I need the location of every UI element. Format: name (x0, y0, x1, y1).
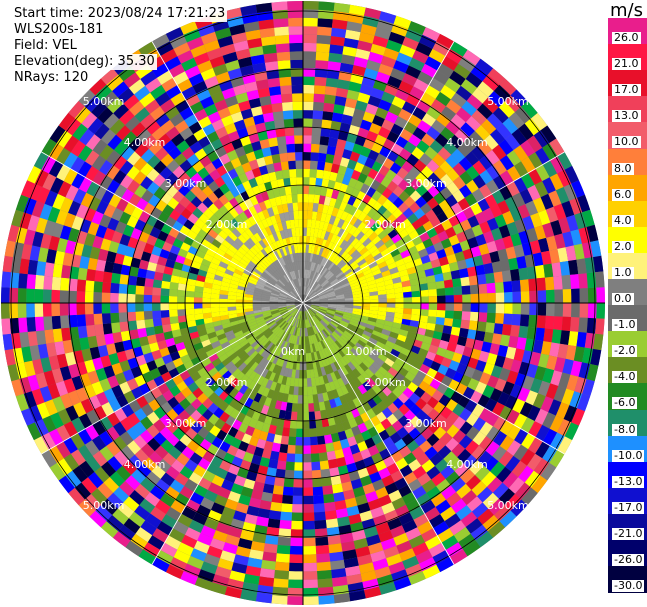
colorbar-tick-label: 26.0 (612, 31, 641, 44)
colorbar-tick-label: -1.0 (612, 318, 638, 332)
colorbar-tick-label: -26.0 (612, 553, 645, 566)
colorbar-tick-label: -2.0 (612, 344, 638, 358)
colorbar-tick-label: 13.0 (612, 109, 641, 123)
colorbar-tick-label: 17.0 (612, 83, 641, 97)
nrays-label: NRays: 120 (12, 70, 91, 86)
colorbar-tick-label: -6.0 (612, 396, 638, 410)
colorbar-tick-label: 4.0 (612, 213, 634, 227)
azimuth-spoke (302, 302, 455, 565)
colorbar-tick-label: 2.0 (612, 239, 634, 253)
colorbar-tick-label: -30.0 (612, 579, 645, 593)
field-label: Field: VEL (12, 38, 79, 54)
range-ring-label: 5.00km (83, 499, 125, 512)
colorbar-tick-label: 1.0 (612, 265, 634, 279)
start-time-label: Start time: 2023/08/24 17:21:23 (12, 6, 228, 22)
range-ring-label: 5.00km (83, 95, 125, 108)
range-ring-label: 4.00km (124, 136, 166, 149)
velocity-field (0, 0, 606, 606)
radar-ppi-plot: 2.00km 2.00km 2.00km 2.00km 3.00km 3.00km 3.00… (0, 0, 606, 606)
range-ring-label: 5.00km (487, 95, 529, 108)
colorbar-tick-label: -4.0 (612, 370, 638, 384)
azimuth-spokes (1, 1, 605, 605)
colorbar-tick-label: -13.0 (612, 474, 645, 488)
azimuth-spoke (41, 302, 304, 455)
azimuth-spoke (151, 41, 304, 304)
colorbar-tick-label: -17.0 (612, 500, 645, 514)
colorbar-tick-label: 21.0 (612, 57, 641, 71)
range-ring-label: 3.00km (405, 177, 447, 190)
colorbar-tick-label: 8.0 (612, 161, 634, 175)
range-ring-label: 1.00km (345, 345, 387, 358)
range-ring-label: 3.00km (165, 417, 207, 430)
azimuth-spoke (151, 302, 304, 565)
range-ring-label: 2.00km (206, 218, 248, 231)
range-ring-label: 4.00km (446, 136, 488, 149)
instrument-label: WLS200s-181 (12, 22, 106, 38)
azimuth-spoke (302, 151, 565, 304)
azimuth-spoke (302, 41, 455, 304)
colorbar-unit: m/s (610, 0, 643, 21)
range-ring-label: 4.00km (124, 458, 166, 471)
colorbar-tick-label: -8.0 (612, 422, 638, 436)
azimuth-spoke (302, 302, 565, 455)
range-ring-label: 5.00km (487, 499, 529, 512)
colorbar-tick-label: 6.0 (612, 187, 634, 201)
range-ring-label-partial: 0km (281, 345, 305, 358)
colorbar-tick-label: 10.0 (612, 135, 641, 149)
colorbar-tick-label: -21.0 (612, 526, 645, 540)
radar-image: 2.00km 2.00km 2.00km 2.00km 3.00km 3.00km 3.00… (0, 0, 606, 606)
range-ring-label: 2.00km (206, 376, 248, 389)
range-ring-label: 2.00km (364, 218, 406, 231)
range-ring-label: 2.00km (364, 376, 406, 389)
azimuth-spoke (41, 151, 304, 304)
range-ring-label: 3.00km (405, 417, 447, 430)
range-ring-label: 3.00km (165, 177, 207, 190)
colorbar-tick-label: 0.0 (612, 292, 634, 305)
range-labels: 2.00km 2.00km 2.00km 2.00km 3.00km 3.00km 3.00… (83, 95, 529, 512)
colorbar-tick-label: -10.0 (612, 448, 645, 462)
range-ring-label: 4.00km (446, 458, 488, 471)
elevation-label: Elevation(deg): 35.30 (12, 54, 157, 70)
